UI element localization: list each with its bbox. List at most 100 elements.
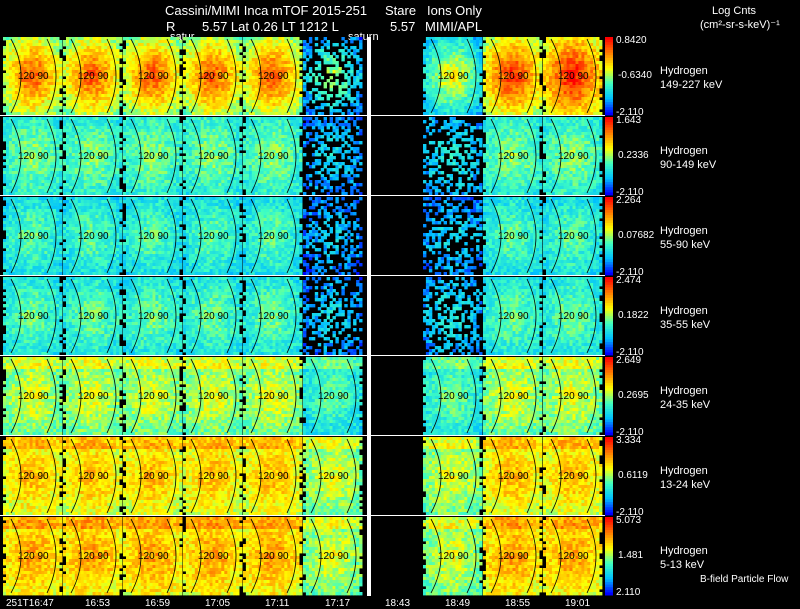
gap-separator [367,37,371,596]
colorbar-max-4: 2.649 [616,355,641,366]
time-tick-5: 17:17 [325,598,350,609]
svg-text:120 90: 120 90 [138,71,169,82]
frame-3-1: 120 90 [63,277,123,355]
channel-species-3: Hydrogen [660,305,708,318]
channel-species-4: Hydrogen [660,385,708,398]
frame-2-5 [303,197,363,275]
frame-2-1: 120 90 [63,197,123,275]
frame-5-7: 120 90 [423,437,483,515]
frame-3-7 [423,277,483,355]
svg-text:120 90: 120 90 [558,71,589,82]
colorbar-mid-5: 0.6119 [618,470,648,481]
time-tick-6: 18:43 [385,598,410,609]
frame-0-4: 120 90 [243,37,303,115]
channel-energy-2: 55-90 keV [660,239,710,252]
colorbar-mid-3: 0.1822 [618,310,649,321]
channel-energy-3: 35-55 keV [660,319,710,332]
channel-species-1: Hydrogen [660,145,708,158]
channel-energy-4: 24-35 keV [660,399,710,412]
frame-4-1: 120 90 [63,357,123,435]
frame-2-7 [423,197,483,275]
frame-0-5 [303,37,363,115]
frame-2-2: 120 90 [123,197,183,275]
frame-4-8: 120 90 [483,357,542,435]
colorbar-mid-2: 0.07682 [618,230,654,241]
frame-1-5 [303,117,363,195]
frame-6-4: 120 90 [243,517,303,595]
colorbar-mid-6: 1.481 [618,550,643,561]
colorbar-5 [605,437,613,516]
frame-5-4: 120 90 [243,437,303,515]
frame-0-9: 120 90 [543,37,602,115]
frame-2-8: 120 90 [483,197,542,275]
frame-6-2: 120 90 [123,517,183,595]
frame-3-4: 120 90 [243,277,303,355]
time-tick-0: 251T16:47 [6,598,54,609]
frame-4-2: 120 90 [123,357,183,435]
frame-3-8: 120 90 [483,277,542,355]
frame-4-5: 120 90 [303,357,363,435]
frame-5-9: 120 90 [543,437,602,515]
colorbar-max-0: 0.8420 [616,35,647,46]
frame-1-2: 120 90 [123,117,183,195]
channel-energy-1: 90-149 keV [660,159,716,172]
frame-6-7: 120 90 [423,517,483,595]
frame-0-8: 120 90 [483,37,542,115]
svg-text:120 90: 120 90 [18,71,49,82]
svg-text:120 90: 120 90 [258,71,289,82]
svg-text:120 90: 120 90 [78,71,109,82]
frame-0-1: 120 90 [63,37,123,115]
channel-species-6: Hydrogen [660,545,708,558]
time-tick-2: 16:59 [145,598,170,609]
colorbar-min-6: 2.110 [616,587,640,598]
frame-5-2: 120 90 [123,437,183,515]
frame-4-3: 120 90 [183,357,243,435]
colorbar-mid-4: 0.2695 [618,390,649,401]
frame-0-2: 120 90 [123,37,183,115]
frame-3-0: 120 90 [3,277,63,355]
svg-text:120 90: 120 90 [198,71,229,82]
time-tick-9: 19:01 [565,598,590,609]
frame-6-5: 120 90 [303,517,363,595]
frame-6-3: 120 90 [183,517,243,595]
channel-energy-6: 5-13 keV [660,559,704,572]
colorbar-6 [605,517,613,596]
channel-energy-5: 13-24 keV [660,479,710,492]
colorbar-max-6: 5.073 [616,515,641,526]
frame-1-8: 120 90 [483,117,542,195]
frame-5-1: 120 90 [63,437,123,515]
colorbar-mid-0: -0.6340 [618,70,652,81]
channel-species-0: Hydrogen [660,65,708,78]
svg-text:120 90: 120 90 [498,71,529,82]
frame-0-0: 120 90 [3,37,63,115]
frame-1-3: 120 90 [183,117,243,195]
colorbar-max-1: 1.643 [616,115,641,126]
time-tick-7: 18:49 [445,598,470,609]
colorbar-3 [605,277,613,356]
frame-4-7: 120 90 [423,357,483,435]
colorbar-0 [605,37,613,116]
frame-5-5: 120 90 [303,437,363,515]
flow-label: B-field Particle Flow [700,573,788,586]
frame-6-1: 120 90 [63,517,123,595]
frame-0-7: 120 90 [423,37,483,115]
colorbar-2 [605,197,613,276]
frame-3-2: 120 90 [123,277,183,355]
colorbar-max-3: 2.474 [616,275,641,286]
time-tick-8: 18:55 [505,598,530,609]
svg-text:120 90: 120 90 [18,151,49,162]
channel-species-5: Hydrogen [660,465,708,478]
frame-5-8: 120 90 [483,437,542,515]
frame-4-9: 120 90 [543,357,602,435]
svg-text:120 90: 120 90 [438,71,469,82]
frame-3-9: 120 90 [543,277,602,355]
frame-1-4: 120 90 [243,117,303,195]
frame-4-4: 120 90 [243,357,303,435]
frame-1-1: 120 90 [63,117,123,195]
frame-3-3: 120 90 [183,277,243,355]
frame-2-4: 120 90 [243,197,303,275]
frame-5-3: 120 90 [183,437,243,515]
frame-3-5 [303,277,363,355]
colorbar-4 [605,357,613,436]
frame-1-7 [423,117,483,195]
